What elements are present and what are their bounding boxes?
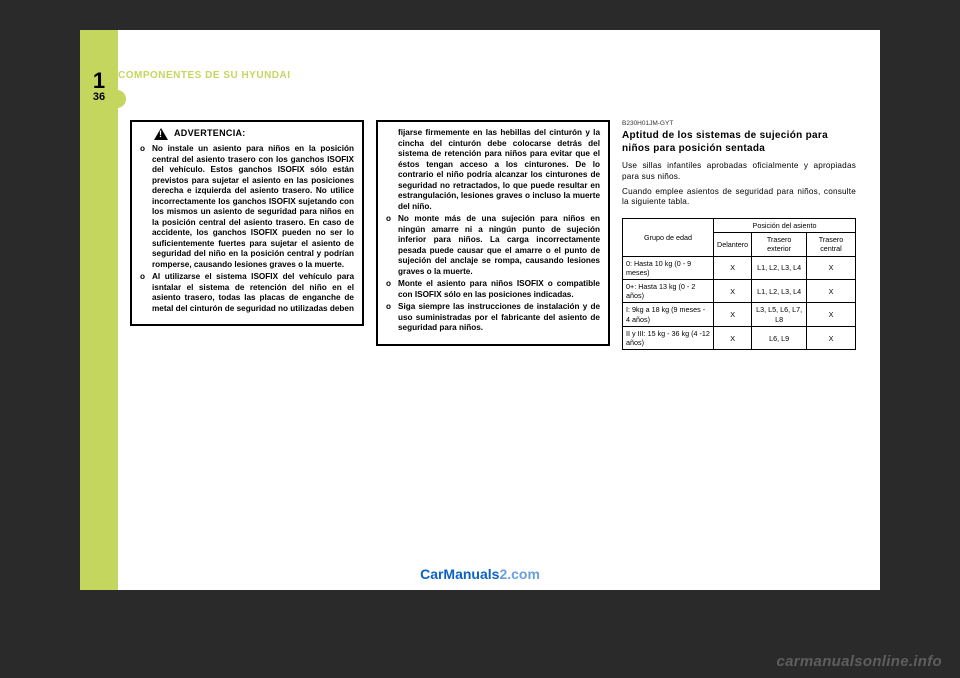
warning-title: ADVERTENCIA: [174,128,246,140]
table-row: II y III: 15 kg - 36 kg (4 -12 años) X L… [623,326,856,349]
th-position: Posición del asiento [714,218,856,232]
section-code: B230H01JM-GYT [622,120,856,128]
cell-group: II y III: 15 kg - 36 kg (4 -12 años) [623,326,714,349]
cell-group: I: 9kg a 18 kg (9 meses - 4 años) [623,303,714,326]
bullet-marker: o [386,279,394,300]
warning-text: Siga siempre las instrucciones de instal… [398,302,600,334]
warning-header: ADVERTENCIA: [140,128,354,140]
th-rear-ctr: Trasero central [807,233,856,256]
table-row: 0: Hasta 10 kg (0 - 9 meses) X L1, L2, L… [623,256,856,279]
table-row: 0+: Hasta 13 kg (0 - 2 años) X L1, L2, L… [623,280,856,303]
warning-continuation: fijarse firmemente en las hebillas del c… [386,128,600,212]
fitment-table: Grupo de edad Posición del asiento Delan… [622,218,856,350]
cell-rear-ctr: X [807,280,856,303]
body-paragraph: Use sillas infantiles aprobadas oficialm… [622,161,856,182]
bullet-marker: o [386,302,394,334]
cell-rear-out: L1, L2, L3, L4 [752,256,807,279]
content-columns: ADVERTENCIA: o No instale un asiento par… [130,120,856,570]
bullet-marker: o [386,214,394,277]
warning-item: o No monte más de una sujeción para niño… [386,214,600,277]
manual-page: 1 COMPONENTES DE SU HYUNDAI 36 ADVERTENC… [80,30,880,590]
cell-rear-out: L3, L5, L6, L7, L8 [752,303,807,326]
warning-text: No monte más de una sujeción para niños … [398,214,600,277]
column-3: B230H01JM-GYT Aptitud de los sistemas de… [622,120,856,570]
cell-rear-ctr: X [807,326,856,349]
warning-text: fijarse firmemente en las hebillas del c… [398,128,600,212]
warning-item: o Monte el asiento para niños ISOFIX o c… [386,279,600,300]
warning-box-right: fijarse firmemente en las hebillas del c… [376,120,610,346]
column-1: ADVERTENCIA: o No instale un asiento par… [130,120,364,570]
cell-rear-ctr: X [807,256,856,279]
warning-text: Monte el asiento para niños ISOFIX o com… [398,279,600,300]
cell-front: X [714,303,752,326]
cell-front: X [714,326,752,349]
cell-front: X [714,280,752,303]
watermark-part-b: 2.com [499,566,539,582]
warning-triangle-icon [154,128,168,140]
body-paragraph: Cuando emplee asientos de seguridad para… [622,187,856,208]
watermark-part-a: CarManuals [420,566,499,582]
section-title: Aptitud de los sistemas de sujeción para… [622,130,856,155]
column-2: fijarse firmemente en las hebillas del c… [376,120,610,570]
cell-front: X [714,256,752,279]
table-row: I: 9kg a 18 kg (9 meses - 4 años) X L3, … [623,303,856,326]
chapter-title: COMPONENTES DE SU HYUNDAI [118,70,291,81]
cell-rear-out: L6, L9 [752,326,807,349]
warning-text: Al utilizarse el sistema ISOFIX del vehí… [152,272,354,314]
warning-item: o Al utilizarse el sistema ISOFIX del ve… [140,272,354,314]
watermark-carmanuals2: CarManuals2.com [420,566,540,582]
th-rear-out: Trasero exterior [752,233,807,256]
bullet-marker: o [140,144,148,270]
warning-box-left: ADVERTENCIA: o No instale un asiento par… [130,120,364,326]
warning-item: o No instale un asiento para niños en la… [140,144,354,270]
page-number: 36 [80,91,118,103]
warning-text: No instale un asiento para niños en la p… [152,144,354,270]
cell-group: 0: Hasta 10 kg (0 - 9 meses) [623,256,714,279]
cell-rear-ctr: X [807,303,856,326]
watermark-carmanualsonline: carmanualsonline.info [777,653,943,670]
cell-group: 0+: Hasta 13 kg (0 - 2 años) [623,280,714,303]
side-tab [80,30,118,590]
warning-item: o Siga siempre las instrucciones de inst… [386,302,600,334]
bullet-marker: o [140,272,148,314]
th-front: Delantero [714,233,752,256]
cell-rear-out: L1, L2, L3, L4 [752,280,807,303]
th-group: Grupo de edad [623,218,714,256]
